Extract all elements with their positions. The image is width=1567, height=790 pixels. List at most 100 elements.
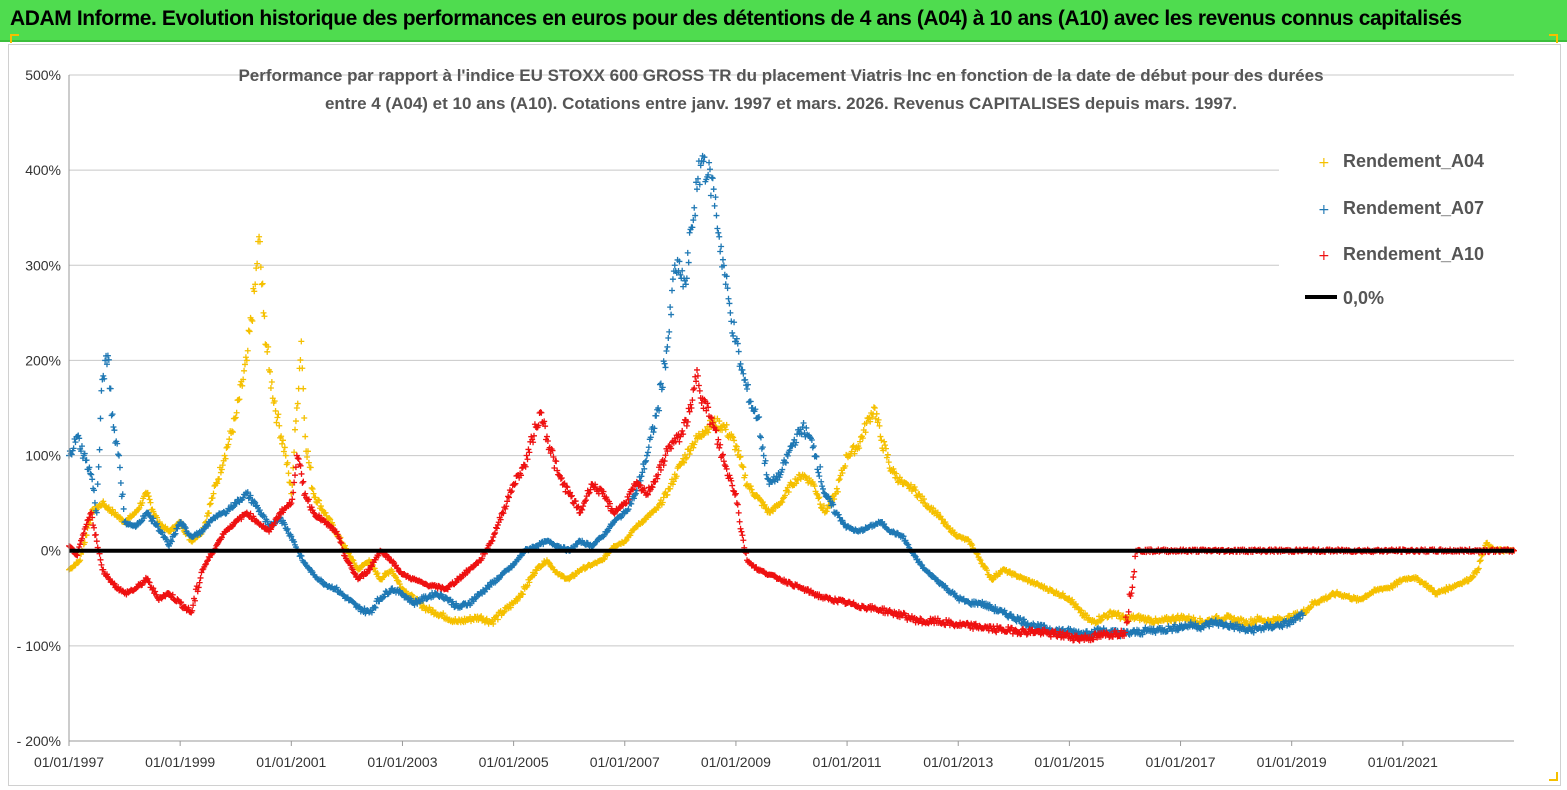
data-point — [740, 464, 747, 471]
data-point — [863, 420, 870, 427]
data-point — [497, 516, 504, 523]
data-point — [274, 414, 281, 421]
data-point — [818, 478, 825, 485]
data-point — [191, 597, 198, 604]
data-point — [231, 415, 238, 422]
data-point — [207, 500, 214, 507]
data-point — [912, 487, 919, 494]
data-point — [976, 556, 983, 563]
data-point — [919, 562, 926, 569]
data-point — [299, 479, 306, 486]
data-point — [167, 528, 174, 535]
data-point — [240, 494, 247, 501]
data-point — [304, 448, 311, 455]
data-point — [1115, 609, 1122, 616]
x-tick-label: 01/01/2017 — [1145, 754, 1215, 770]
data-point — [587, 486, 594, 493]
data-point — [204, 558, 211, 565]
data-point — [268, 378, 275, 385]
data-point — [198, 569, 205, 576]
data-point — [514, 597, 521, 604]
data-point — [1139, 631, 1146, 638]
data-point — [723, 465, 730, 472]
data-point — [293, 405, 300, 411]
data-point — [835, 511, 842, 518]
data-point — [726, 472, 733, 479]
data-point — [543, 433, 550, 440]
data-point — [285, 470, 292, 477]
data-point — [300, 385, 307, 392]
data-point — [1473, 569, 1480, 576]
data-point — [789, 442, 796, 449]
data-point — [870, 404, 877, 411]
data-point — [628, 500, 635, 507]
data-point — [637, 482, 644, 489]
data-point — [815, 495, 822, 502]
data-point — [799, 424, 806, 431]
data-point — [839, 469, 846, 476]
data-point — [690, 217, 697, 224]
data-point — [209, 494, 216, 501]
data-point — [101, 375, 108, 382]
data-point — [210, 490, 217, 497]
data-point — [158, 595, 165, 602]
legend-label-a07: Rendement_A07 — [1343, 198, 1484, 218]
data-point — [698, 399, 705, 406]
data-point — [708, 415, 715, 422]
data-point — [747, 398, 754, 405]
data-point — [523, 452, 530, 459]
data-point — [667, 485, 674, 492]
data-point — [666, 328, 673, 335]
data-point — [663, 347, 670, 354]
data-point — [689, 224, 696, 231]
data-point — [684, 418, 691, 425]
data-point — [1029, 626, 1036, 633]
data-point — [292, 426, 299, 433]
data-point — [96, 446, 103, 453]
data-point — [793, 480, 800, 487]
data-point — [317, 576, 324, 583]
corner-mark-bottom-right — [1549, 772, 1558, 781]
data-point — [667, 304, 674, 311]
data-point — [1278, 622, 1285, 629]
data-point — [244, 489, 251, 496]
data-point — [322, 509, 329, 516]
data-point — [297, 462, 304, 469]
data-point — [744, 381, 751, 388]
data-point — [759, 444, 766, 451]
y-tick-label: 100% — [25, 448, 61, 464]
data-point — [145, 510, 152, 517]
data-point — [305, 496, 312, 503]
data-point — [152, 588, 159, 595]
data-point — [586, 489, 593, 496]
data-point — [364, 570, 371, 577]
data-point — [977, 557, 984, 564]
data-point — [511, 481, 518, 488]
data-point — [875, 416, 882, 423]
series-rendement_a07 — [66, 152, 1306, 640]
data-point — [93, 538, 100, 545]
data-point — [639, 519, 646, 526]
data-point — [145, 493, 152, 500]
data-point — [730, 434, 737, 441]
data-point — [701, 154, 708, 161]
data-point — [542, 423, 549, 430]
data-point — [196, 579, 203, 586]
y-tick-label: 0% — [41, 543, 61, 559]
data-point — [762, 457, 769, 464]
data-point — [869, 414, 876, 421]
data-point — [711, 202, 718, 209]
data-point — [440, 610, 447, 617]
data-point — [83, 521, 90, 528]
data-point — [1090, 636, 1097, 643]
data-point — [300, 478, 307, 485]
data-point — [920, 496, 927, 503]
data-point — [1267, 621, 1274, 628]
data-point — [503, 503, 510, 510]
data-point — [1018, 630, 1025, 637]
data-point — [603, 494, 610, 501]
data-point — [256, 238, 263, 245]
data-point — [696, 387, 703, 394]
data-point — [753, 491, 760, 498]
data-point — [1240, 617, 1247, 624]
